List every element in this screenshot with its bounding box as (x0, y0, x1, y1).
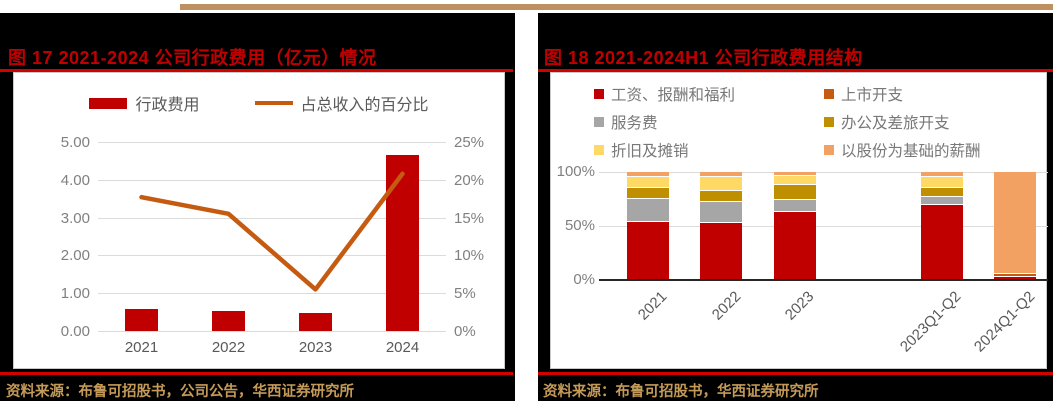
y-tick-right: 10% (454, 247, 485, 265)
stacked-segment (626, 199, 669, 221)
legend-item-pct-revenue: 占总收入的百分比 (254, 91, 429, 115)
stacked-segment (773, 176, 816, 184)
figure18-title-rule (538, 69, 1053, 72)
x-axis-line (599, 279, 1048, 281)
stacked-segment (700, 202, 743, 222)
figure18-title: 图 18 2021-2024H1 公司行政费用结构 (544, 48, 863, 68)
stacked-segment (920, 177, 963, 188)
admin-expense-bar (212, 311, 245, 331)
figure17-title-rule (0, 69, 513, 72)
x-tick-label: 2024 (385, 339, 420, 356)
stacked-segment (920, 205, 963, 279)
figure17-source: 资料来源：布鲁可招股书，公司公告，华西证券研究所 (6, 384, 354, 400)
stacked-segment (920, 196, 963, 205)
y-tick-label: 100% (556, 163, 595, 180)
legend-swatch-icon (824, 145, 834, 155)
stacked-segment (626, 221, 669, 279)
y-tick-right: 25% (454, 134, 485, 151)
figure18-bottom-rule (538, 372, 1053, 375)
x-tick-label: 2021 (124, 339, 159, 356)
y-tick-right: 5% (454, 285, 476, 303)
grid-line (599, 226, 1048, 227)
y-tick-right: 15% (454, 209, 485, 227)
stacked-segment (700, 191, 743, 202)
admin-expense-bar (386, 155, 419, 331)
legend-swatch-icon (824, 89, 834, 99)
x-tick-label: 2023Q1-Q2 (897, 288, 965, 356)
chart17-panel: 行政费用 占总收入的百分比 0.00 0% 1.00 5% 2.00 10% 3.00 15%… (13, 72, 505, 369)
legend-item-admin-expense: 行政费用 (89, 91, 200, 115)
legend-swatch-icon (824, 117, 834, 127)
stacked-segment (773, 211, 816, 279)
y-tick-label: 50% (564, 217, 595, 234)
figure17-title: 图 17 2021-2024 公司行政费用（亿元）情况 (8, 48, 377, 68)
chart18-legend: 工资、报酬和福利 上市开支服务费 办公及差旅开支折旧及摊销 以股份为基础的薪酬 (594, 83, 981, 161)
stacked-segment (700, 172, 743, 177)
stacked-segment (773, 184, 816, 200)
stacked-segment (994, 172, 1037, 274)
admin-expense-bar (125, 309, 158, 331)
y-tick-left: 3.00 (60, 209, 90, 227)
stacked-segment (700, 222, 743, 279)
stacked-segment (773, 172, 816, 176)
legend-item: 以股份为基础的薪酬 (824, 139, 981, 161)
legend-item: 服务费 (594, 111, 824, 133)
x-tick-label: 2024Q1-Q2 (970, 288, 1039, 356)
legend-label: 以股份为基础的薪酬 (841, 143, 981, 160)
legend-item: 工资、报酬和福利 (594, 83, 824, 105)
stacked-segment (626, 188, 669, 198)
y-tick-left: 2.00 (60, 247, 90, 265)
legend-label: 办公及差旅开支 (841, 115, 950, 132)
legend-label: 上市开支 (841, 87, 904, 104)
admin-expense-bar (299, 313, 332, 331)
top-divider-bar (180, 4, 1053, 10)
x-tick-label: 2023 (298, 339, 333, 356)
y-tick-right: 0% (454, 323, 476, 340)
x-tick-label: 2022 (708, 288, 745, 324)
legend-item: 上市开支 (824, 83, 981, 105)
x-tick-label: 2022 (211, 339, 246, 356)
chart17-legend: 行政费用 占总收入的百分比 (14, 91, 504, 115)
y-tick-right: 20% (454, 171, 485, 189)
stacked-segment (700, 177, 743, 191)
grid-line (98, 293, 446, 295)
y-tick-left: 5.00 (60, 134, 90, 151)
figure18-source: 资料来源：布鲁可招股书，华西证券研究所 (543, 384, 819, 400)
figure17-bottom-rule (0, 372, 513, 375)
grid-line (98, 142, 446, 143)
legend-swatch-icon (594, 145, 604, 155)
legend-label: 工资、报酬和福利 (611, 87, 736, 104)
stacked-segment (920, 188, 963, 196)
bar-swatch-icon (89, 97, 128, 109)
x-tick-label: 2023 (782, 288, 818, 324)
y-tick-left: 1.00 (60, 285, 90, 303)
stacked-segment (920, 172, 963, 177)
legend-item: 办公及差旅开支 (824, 111, 981, 133)
legend-swatch-icon (594, 89, 604, 99)
stacked-segment (626, 172, 669, 177)
y-tick-label: 0% (573, 271, 595, 288)
x-tick-label: 2021 (635, 288, 671, 324)
legend-label: 服务费 (611, 115, 658, 132)
legend-label: 占总收入的百分比 (300, 97, 429, 114)
stacked-segment (994, 277, 1037, 279)
grid-line (98, 331, 446, 332)
chart18-panel: 工资、报酬和福利 上市开支服务费 办公及差旅开支折旧及摊销 以股份为基础的薪酬 0% 5… (550, 72, 1048, 369)
y-tick-left: 4.00 (60, 171, 90, 189)
stacked-segment (994, 274, 1037, 277)
stacked-segment (773, 200, 816, 211)
legend-label: 折旧及摊销 (611, 143, 689, 160)
legend-item: 折旧及摊销 (594, 139, 824, 161)
grid-line (599, 172, 1048, 173)
y-tick-left: 0.00 (60, 323, 90, 340)
legend-label: 行政费用 (135, 97, 200, 114)
legend-swatch-icon (594, 117, 604, 127)
stacked-segment (626, 177, 669, 188)
line-swatch-icon (254, 101, 293, 105)
